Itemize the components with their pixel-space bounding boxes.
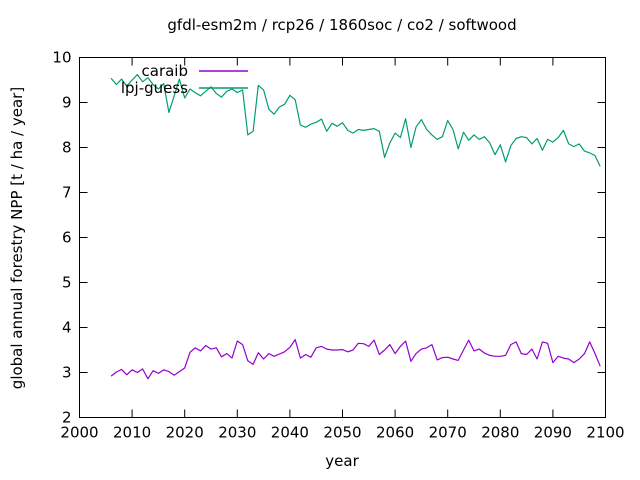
x-tick-label: 2000 bbox=[60, 424, 98, 442]
y-tick-label: 8 bbox=[62, 139, 72, 157]
x-tick-label: 2070 bbox=[429, 424, 467, 442]
y-tick-label: 3 bbox=[62, 364, 72, 382]
plot-border bbox=[79, 57, 606, 418]
y-tick-label: 10 bbox=[52, 49, 71, 67]
series-line-lpj-guess bbox=[110, 73, 601, 167]
y-tick-label: 7 bbox=[62, 184, 72, 202]
y-tick-label: 9 bbox=[62, 94, 72, 112]
x-tick-label: 2080 bbox=[481, 424, 519, 442]
x-tick-label: 2030 bbox=[218, 424, 256, 442]
y-axis-label: global annual forestry NPP [t / ha / yea… bbox=[8, 86, 26, 390]
legend-label-caraib: caraib bbox=[141, 62, 189, 80]
x-tick-label: 2090 bbox=[534, 424, 572, 442]
y-tick-label: 4 bbox=[62, 319, 72, 337]
y-tick-label: 2 bbox=[62, 409, 72, 427]
x-tick-label: 2050 bbox=[323, 424, 361, 442]
legend-label-lpj-guess: lpj-guess bbox=[120, 79, 188, 97]
series-line-caraib bbox=[110, 339, 601, 380]
y-tick-label: 5 bbox=[62, 274, 72, 292]
x-axis-label: year bbox=[325, 452, 359, 470]
x-tick-label: 2020 bbox=[166, 424, 204, 442]
x-tick-label: 2010 bbox=[113, 424, 151, 442]
x-tick-label: 2040 bbox=[271, 424, 309, 442]
y-tick-label: 6 bbox=[62, 229, 72, 247]
chart-title: gfdl-esm2m / rcp26 / 1860soc / co2 / sof… bbox=[167, 16, 517, 34]
x-tick-label: 2100 bbox=[586, 424, 624, 442]
x-tick-label: 2060 bbox=[376, 424, 414, 442]
